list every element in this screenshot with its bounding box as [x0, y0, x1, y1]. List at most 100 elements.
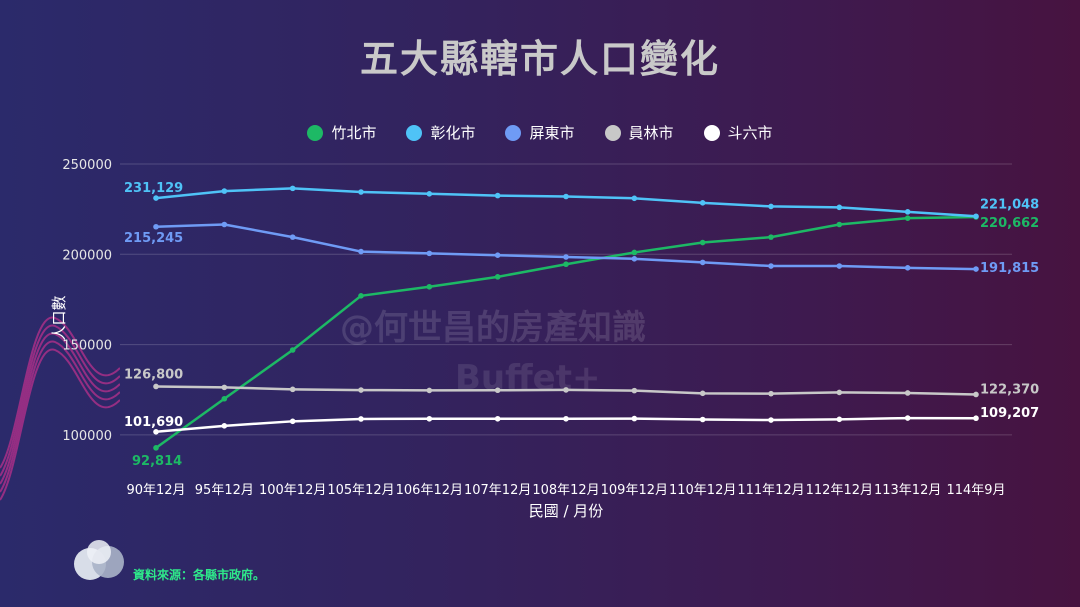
- data-point: [153, 223, 159, 230]
- legend-label: 彰化市: [430, 124, 476, 142]
- data-point: [836, 416, 843, 423]
- data-point: [904, 390, 911, 396]
- legend-item: 員林市: [604, 122, 674, 143]
- legend-item: 屏東市: [505, 122, 575, 143]
- data-point: [973, 391, 979, 398]
- data-point: [153, 383, 159, 390]
- x-tick-label: 114年9月: [946, 483, 1005, 498]
- data-point: [699, 200, 706, 206]
- data-label: 92,814: [132, 454, 182, 469]
- data-point: [221, 423, 228, 429]
- data-point: [904, 215, 911, 221]
- data-point: [768, 390, 774, 397]
- legend-marker: [406, 124, 423, 141]
- data-label: 101,690: [124, 415, 183, 430]
- data-label: 109,207: [980, 406, 1039, 421]
- data-point: [358, 248, 364, 255]
- data-point: [358, 293, 364, 299]
- data-point: [631, 415, 638, 422]
- x-tick-label: 105年12月: [327, 483, 394, 498]
- legend-marker: [307, 124, 324, 141]
- data-point: [426, 250, 433, 257]
- data-point: [973, 266, 979, 272]
- data-point: [631, 255, 638, 262]
- data-point: [494, 274, 501, 280]
- data-point: [768, 234, 774, 240]
- data-point: [563, 387, 569, 393]
- data-point: [426, 190, 433, 197]
- data-label: 221,048: [980, 197, 1039, 212]
- data-point: [973, 415, 979, 422]
- data-point: [358, 387, 364, 393]
- data-point: [221, 384, 228, 391]
- x-tick-label: 108年12月: [532, 483, 599, 498]
- series-line: [155, 215, 977, 449]
- legend-marker: [703, 124, 720, 141]
- data-point: [768, 203, 774, 210]
- data-point: [904, 265, 911, 271]
- brand-logo: [74, 540, 124, 580]
- data-point: [153, 429, 159, 435]
- data-point: [289, 185, 296, 192]
- data-point: [836, 389, 843, 396]
- legend-item: 彰化市: [406, 122, 475, 143]
- legend-label: 竹北市: [331, 124, 377, 142]
- data-point: [358, 416, 364, 422]
- data-point: [494, 415, 501, 422]
- data-point: [699, 239, 706, 246]
- series-line: [155, 187, 977, 218]
- data-point: [836, 221, 843, 228]
- legend-label: 屏東市: [529, 124, 575, 142]
- data-point: [153, 195, 159, 201]
- data-point: [153, 445, 159, 451]
- x-tick-label: 109年12月: [601, 483, 668, 498]
- data-point: [358, 189, 364, 195]
- data-label: 220,662: [980, 216, 1039, 231]
- legend-item: 竹北市: [307, 122, 376, 143]
- data-point: [699, 259, 706, 266]
- data-source-note: 資料來源：各縣市政府。: [133, 568, 266, 582]
- legend-label: 斗六市: [727, 124, 773, 142]
- chart-title: 五大縣轄市人口變化: [359, 37, 720, 81]
- data-point: [221, 188, 228, 194]
- y-axis-label: 人口數: [50, 295, 68, 340]
- data-point: [836, 204, 843, 211]
- legend-label: 員林市: [628, 124, 674, 142]
- data-label: 215,245: [124, 231, 183, 246]
- y-tick-label: 100000: [62, 429, 112, 444]
- x-tick-label: 112年12月: [806, 483, 873, 498]
- data-point: [494, 192, 501, 199]
- legend-marker: [604, 124, 621, 141]
- x-tick-label: 110年12月: [669, 483, 736, 498]
- data-label: 231,129: [124, 181, 183, 196]
- data-point: [494, 387, 501, 394]
- data-point: [289, 386, 296, 393]
- legend-item: 斗六市: [703, 122, 773, 143]
- data-point: [973, 213, 979, 220]
- x-tick-label: 90年12月: [126, 483, 185, 498]
- data-point: [289, 418, 296, 425]
- watermark-text: @何世昌的房產知識: [340, 308, 646, 348]
- data-point: [563, 261, 569, 268]
- decorative-wave-graphic: [0, 316, 120, 501]
- data-point: [904, 209, 911, 215]
- data-point: [631, 249, 638, 256]
- data-point: [494, 252, 501, 258]
- data-point: [221, 221, 228, 228]
- data-point: [563, 415, 569, 422]
- data-point: [563, 254, 569, 260]
- x-tick-label: 111年12月: [737, 483, 804, 498]
- data-label: 126,800: [124, 367, 183, 382]
- y-tick-label: 200000: [62, 248, 112, 263]
- x-tick-label: 106年12月: [396, 483, 463, 498]
- data-point: [426, 283, 433, 290]
- data-point: [904, 415, 911, 421]
- data-point: [768, 263, 774, 269]
- data-label: 122,370: [980, 382, 1039, 397]
- y-tick-label: 250000: [62, 158, 112, 173]
- data-point: [289, 347, 296, 353]
- x-tick-label: 107年12月: [464, 483, 531, 498]
- data-point: [426, 387, 433, 394]
- chart-legend: 竹北市 彰化市 屏東市 員林市 斗六市: [0, 122, 1080, 143]
